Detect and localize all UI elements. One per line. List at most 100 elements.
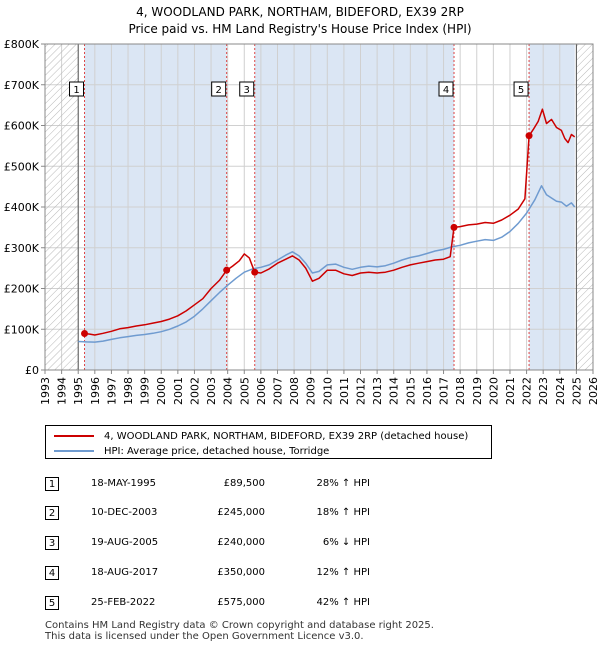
sale-label-box [239, 81, 255, 97]
x-tick-label: 1996 [89, 377, 102, 405]
sale-label-number: 2 [215, 85, 221, 96]
transaction-price: £240,000 [217, 537, 265, 548]
transaction-price: £245,000 [217, 507, 265, 518]
transaction-number-badge: 1 [45, 477, 59, 491]
sale-point [251, 268, 259, 276]
x-tick-label: 1994 [56, 377, 69, 405]
x-tick-label: 2022 [521, 377, 534, 405]
transaction-hpi-change: 18% ↑ HPI [316, 507, 370, 518]
transaction-number-badge: 2 [45, 506, 59, 520]
x-tick-label: 2016 [421, 377, 434, 405]
x-tick-label: 2018 [454, 377, 467, 405]
sale-label-number: 5 [518, 85, 524, 96]
table-row: 4 18-AUG-2017 £350,000 12% ↑ HPI [45, 566, 445, 582]
transaction-price: £89,500 [223, 478, 265, 489]
y-tick-label: £400K [4, 201, 40, 214]
x-tick-label: 2002 [188, 377, 201, 405]
table-row: 2 10-DEC-2003 £245,000 18% ↑ HPI [45, 506, 445, 522]
transaction-price: £350,000 [217, 567, 265, 578]
x-tick-label: 2021 [504, 377, 517, 405]
transaction-number-badge: 3 [45, 536, 59, 550]
legend-item-property: 4, WOODLAND PARK, NORTHAM, BIDEFORD, EX3… [54, 429, 468, 443]
price-chart: 1 2 3 4 5 £0 £100K £200K £300K £400K £500K £600K £7… [4, 38, 600, 405]
chart-title: 4, WOODLAND PARK, NORTHAM, BIDEFORD, EX3… [0, 4, 600, 38]
series-lines [78, 108, 576, 343]
sale-label-number: 1 [73, 85, 79, 96]
x-tick-label: 2015 [404, 377, 417, 405]
legend-swatch-blue [54, 450, 94, 452]
table-row: 1 18-MAY-1995 £89,500 28% ↑ HPI [45, 477, 445, 493]
x-tick-label: 2005 [238, 377, 251, 405]
sale-point [81, 330, 89, 338]
legend-label-hpi: HPI: Average price, detached house, Torr… [104, 445, 330, 457]
transaction-date: 10-DEC-2003 [91, 507, 158, 518]
y-tick-label: £700K [4, 79, 40, 92]
legend-swatch-red [54, 435, 94, 437]
x-axis-ticks: 1993 1994 1995 1996 1997 1998 1999 2000 2001 2002… [39, 370, 600, 405]
x-tick-label: 2025 [570, 377, 583, 405]
transaction-hpi-change: 6% ↓ HPI [322, 537, 370, 548]
x-tick-label: 2000 [155, 377, 168, 405]
sale-label-box [513, 81, 529, 97]
hatched-regions [45, 44, 593, 370]
x-tick-label: 2026 [587, 377, 600, 405]
x-tick-label: 2003 [205, 377, 218, 405]
transaction-date: 18-AUG-2017 [91, 567, 159, 578]
table-row: 3 19-AUG-2005 £240,000 6% ↓ HPI [45, 536, 445, 552]
y-tick-label: £100K [4, 323, 40, 336]
x-tick-label: 2009 [305, 377, 318, 405]
x-tick-label: 2012 [355, 377, 368, 405]
series-line [84, 108, 576, 336]
x-tick-label: 2019 [471, 377, 484, 405]
transaction-number-badge: 5 [45, 596, 59, 610]
legend: 4, WOODLAND PARK, NORTHAM, BIDEFORD, EX3… [45, 425, 492, 459]
y-tick-label: £500K [4, 160, 40, 173]
x-tick-label: 1995 [72, 377, 85, 405]
transaction-date: 25-FEB-2022 [91, 597, 156, 608]
x-tick-label: 1998 [122, 377, 135, 405]
transaction-price: £575,000 [217, 597, 265, 608]
x-tick-label: 1993 [39, 377, 52, 405]
sale-label-number: 4 [443, 85, 449, 96]
transaction-date: 18-MAY-1995 [91, 478, 157, 489]
y-tick-label: £200K [4, 283, 40, 296]
sale-label-number: 3 [244, 85, 250, 96]
x-tick-label: 1999 [139, 377, 152, 405]
x-tick-label: 2004 [222, 377, 235, 405]
footer-line-2: This data is licensed under the Open Gov… [45, 631, 364, 642]
x-tick-label: 2017 [438, 377, 451, 405]
x-tick-label: 2008 [288, 377, 301, 405]
legend-item-hpi: HPI: Average price, detached house, Torr… [54, 444, 329, 458]
x-tick-label: 2024 [554, 377, 567, 405]
sale-point [223, 266, 231, 274]
footer-attribution: Contains HM Land Registry data © Crown c… [45, 620, 434, 642]
x-tick-label: 2020 [487, 377, 500, 405]
legend-label-property: 4, WOODLAND PARK, NORTHAM, BIDEFORD, EX3… [104, 430, 469, 442]
sale-label-box [69, 81, 85, 97]
x-tick-label: 2014 [388, 377, 401, 405]
hatched-region [576, 44, 593, 370]
table-row: 5 25-FEB-2022 £575,000 42% ↑ HPI [45, 596, 445, 612]
x-tick-label: 2023 [537, 377, 550, 405]
y-tick-label: £800K [4, 38, 40, 51]
title-line-2: Price paid vs. HM Land Registry's House … [128, 22, 472, 36]
x-tick-label: 1997 [105, 377, 118, 405]
transaction-hpi-change: 42% ↑ HPI [316, 597, 370, 608]
sale-points [81, 132, 533, 338]
y-tick-label: £600K [4, 120, 40, 133]
title-line-1: 4, WOODLAND PARK, NORTHAM, BIDEFORD, EX3… [136, 5, 464, 19]
y-tick-label: £0 [25, 364, 39, 377]
sale-point [450, 223, 458, 231]
transaction-number-badge: 4 [45, 566, 59, 580]
series-line [78, 185, 576, 343]
transaction-date: 19-AUG-2005 [91, 537, 159, 548]
x-tick-label: 2001 [172, 377, 185, 405]
grid-lines [45, 44, 593, 370]
x-tick-label: 2011 [338, 377, 351, 405]
footer-line-1: Contains HM Land Registry data © Crown c… [45, 620, 434, 631]
x-tick-label: 2007 [271, 377, 284, 405]
transaction-hpi-change: 12% ↑ HPI [316, 567, 370, 578]
transaction-hpi-change: 28% ↑ HPI [316, 478, 370, 489]
y-tick-label: £300K [4, 242, 40, 255]
x-tick-label: 2013 [371, 377, 384, 405]
